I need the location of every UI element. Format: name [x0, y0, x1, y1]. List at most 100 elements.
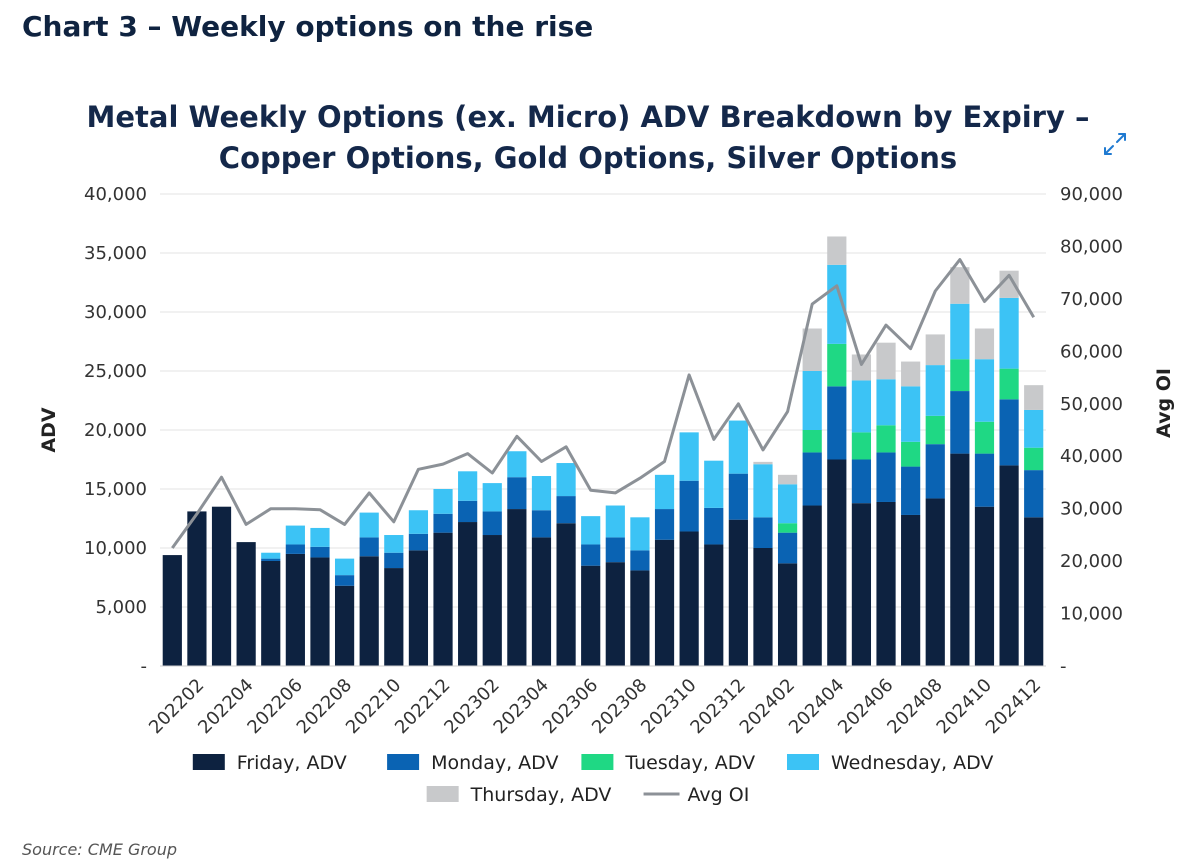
chart-title-line-1: Metal Weekly Options (ex. Micro) ADV Bre…: [87, 100, 1090, 134]
bar-friday-202206: [285, 553, 305, 666]
bar-monday-202405: [851, 459, 872, 504]
bar-monday-202403: [802, 452, 822, 506]
y2-axis-title: Avg OI: [1153, 368, 1175, 438]
y2-tick-label: 60,000: [1060, 341, 1123, 362]
bar-monday-202310: [679, 480, 699, 532]
y2-tick-label: 10,000: [1060, 604, 1123, 625]
bar-friday-202310: [679, 531, 699, 666]
bar-tuesday-202407: [901, 441, 921, 467]
bar-friday-202303: [507, 509, 527, 666]
source-note: Source: CME Group: [22, 840, 178, 859]
bar-tuesday-202402: [777, 523, 798, 533]
legend: Friday, ADV Monday, ADV Tuesday, ADV Wednes…: [192, 752, 993, 806]
bar-friday-202209: [359, 556, 379, 666]
page-heading: Chart 3 – Weekly options on the rise: [22, 10, 594, 43]
bar-wednesday-202304: [531, 476, 552, 511]
bar-monday-202210: [384, 552, 404, 569]
bar-monday-202401: [753, 517, 773, 548]
bar-wednesday-202311: [704, 460, 724, 508]
bar-tuesday-202404: [827, 343, 847, 387]
bar-monday-202306: [581, 544, 601, 566]
bar-wednesday-202308: [630, 517, 650, 551]
bar-thursday-202408: [925, 334, 945, 366]
bar-friday-202312: [728, 519, 748, 666]
bar-friday-202304: [531, 537, 552, 666]
bar-friday-202308: [630, 570, 650, 666]
expand-icon[interactable]: [1102, 131, 1128, 157]
legend-swatch: [387, 754, 420, 770]
bar-thursday-202403: [802, 328, 822, 371]
bar-monday-202208: [334, 575, 355, 586]
bar-friday-202311: [704, 544, 724, 666]
bar-wednesday-202206: [285, 525, 305, 545]
bar-wednesday-202305: [556, 463, 576, 497]
y-tick-label: 20,000: [84, 420, 147, 441]
bar-wednesday-202404: [827, 264, 847, 344]
bar-tuesday-202403: [802, 430, 822, 453]
gridlines: [160, 193, 1046, 608]
bar-friday-202409: [950, 453, 970, 666]
bar-monday-202212: [433, 513, 453, 533]
bar-friday-202401: [753, 548, 773, 666]
legend-item-thursday: Thursday, ADV: [426, 784, 612, 806]
bar-wednesday-202403: [802, 371, 822, 430]
legend-label: Wednesday, ADV: [831, 752, 993, 774]
bar-thursday-202406: [876, 342, 896, 380]
bar-tuesday-202408: [925, 415, 945, 445]
bar-thursday-202410: [974, 328, 995, 360]
x-tick-label: 202412: [982, 675, 1045, 738]
bar-monday-202312: [728, 473, 748, 520]
bar-wednesday-202406: [876, 379, 896, 426]
bar-friday-202406: [876, 501, 896, 666]
bar-thursday-202405: [851, 354, 872, 381]
bar-wednesday-202306: [581, 516, 601, 545]
bar-friday-202306: [581, 565, 601, 666]
bar-monday-202407: [901, 466, 921, 515]
bar-friday-202207: [310, 557, 330, 666]
bar-friday-202211: [408, 550, 429, 666]
y-tick-label: 30,000: [84, 302, 147, 323]
avg-oi-line: [171, 258, 1035, 549]
y-tick-label: 25,000: [84, 361, 147, 382]
bar-thursday-202411: [999, 270, 1019, 298]
bar-friday-202208: [334, 585, 355, 666]
bar-monday-202209: [359, 537, 379, 557]
y-tick-label: 5,000: [95, 597, 147, 618]
bar-monday-202307: [605, 537, 625, 563]
bar-wednesday-202402: [777, 484, 798, 524]
bar-thursday-202407: [901, 361, 921, 387]
bar-friday-202301: [458, 522, 478, 666]
y-axis-title: ADV: [38, 407, 60, 452]
bar-friday-202210: [384, 568, 404, 666]
bar-wednesday-202412: [1024, 409, 1044, 448]
y2-tick-label: 50,000: [1060, 394, 1123, 415]
chart-title-line-2: Copper Options, Gold Options, Silver Opt…: [219, 141, 957, 175]
bar-thursday-202412: [1024, 385, 1044, 410]
bar-monday-202410: [974, 453, 995, 507]
y-tick-label: 40,000: [84, 184, 147, 205]
bar-monday-202207: [310, 546, 330, 558]
legend-label: Thursday, ADV: [470, 784, 612, 806]
bar-monday-202206: [285, 544, 305, 554]
bar-friday-202204: [236, 542, 256, 666]
bar-monday-202305: [556, 496, 576, 524]
bar-wednesday-202209: [359, 512, 379, 538]
bar-wednesday-202307: [605, 505, 625, 538]
bar-friday-202302: [482, 535, 502, 666]
bar-friday-202402: [777, 563, 798, 666]
bar-friday-202412: [1024, 517, 1044, 666]
bar-monday-202406: [876, 452, 896, 502]
y-tick-label: 35,000: [84, 243, 147, 264]
bar-monday-202205: [261, 558, 281, 561]
bar-friday-202202: [187, 511, 207, 666]
bar-wednesday-202410: [974, 359, 995, 422]
bar-monday-202304: [531, 510, 552, 538]
bar-friday-202407: [901, 514, 921, 666]
bar-monday-202302: [482, 511, 502, 536]
bar-tuesday-202410: [974, 421, 995, 454]
bar-wednesday-202212: [433, 489, 453, 514]
bar-wednesday-202407: [901, 386, 921, 442]
y2-tick-label: 40,000: [1060, 446, 1123, 467]
y-tick-label: 15,000: [84, 479, 147, 500]
